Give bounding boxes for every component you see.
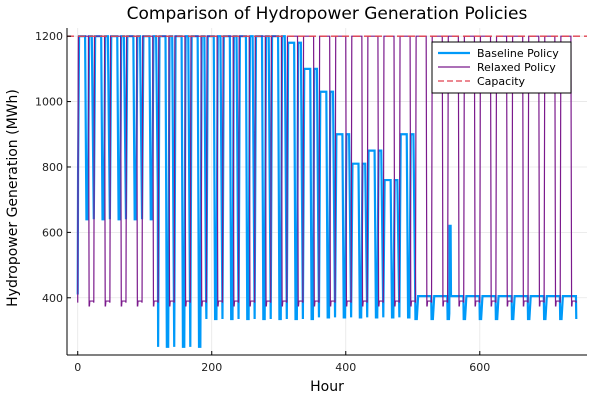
y-tick-label-1: 600 <box>42 226 63 239</box>
y-axis-label: Hydropower Generation (MWh) <box>5 89 21 307</box>
legend-label-0: Baseline Policy <box>477 47 559 60</box>
x-tick-label-3: 600 <box>469 361 490 374</box>
x-tick-label-1: 200 <box>201 361 222 374</box>
chart-title: Comparison of Hydropower Generation Poli… <box>127 4 528 24</box>
legend-label-1: Relaxed Policy <box>477 61 556 74</box>
x-tick-label-0: 0 <box>74 361 81 374</box>
axes: 0 200 400 600 400 600 800 1000 1200 <box>35 28 587 374</box>
x-tick-label-2: 400 <box>335 361 356 374</box>
series-layer <box>67 35 587 348</box>
y-tick-label-0: 400 <box>42 292 63 305</box>
legend-label-2: Capacity <box>477 75 526 88</box>
y-tick-label-2: 800 <box>42 161 63 174</box>
y-tick-label-3: 1000 <box>35 96 63 109</box>
x-axis-label: Hour <box>310 379 344 395</box>
y-tick-label-4: 1200 <box>35 30 63 43</box>
